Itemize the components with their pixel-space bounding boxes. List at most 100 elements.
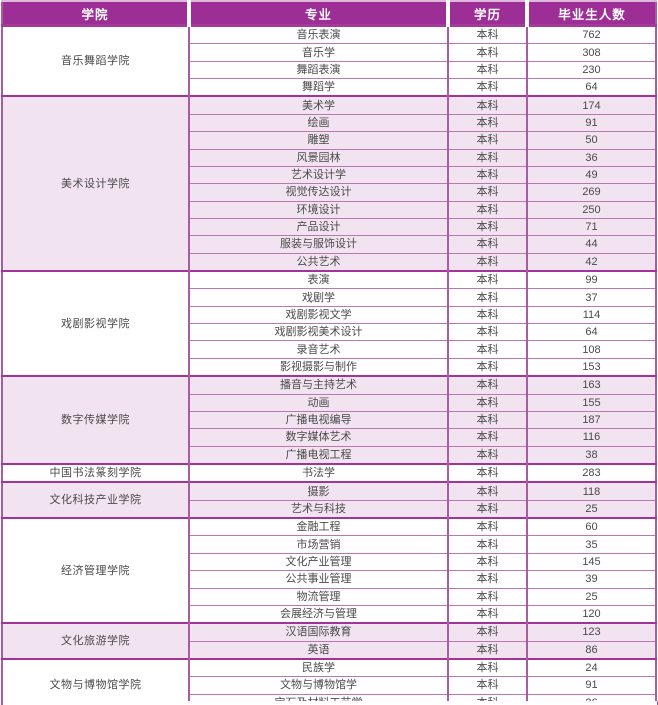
major-cell: 公共事业管理 xyxy=(188,570,448,588)
count-cell: 36 xyxy=(526,148,656,167)
degree-cell: 本科 xyxy=(447,305,527,324)
cropped-next-row xyxy=(1,701,658,705)
count-cell: 37 xyxy=(526,288,656,307)
count-cell: 120 xyxy=(526,604,656,624)
count-cell: 44 xyxy=(526,235,656,254)
major-cell: 书法学 xyxy=(188,462,448,483)
degree-cell: 本科 xyxy=(447,217,527,236)
count-cell: 50 xyxy=(526,131,656,150)
count-cell: 174 xyxy=(526,95,656,115)
major-cell: 艺术与科技 xyxy=(188,499,448,519)
degree-cell: 本科 xyxy=(447,183,527,202)
major-cell: 影视摄影与制作 xyxy=(188,357,448,377)
major-cell: 舞蹈表演 xyxy=(188,60,448,79)
table-header: 学院 专业 学历 毕业生人数 xyxy=(2,0,656,27)
college-cell: 音乐舞蹈学院 xyxy=(2,24,189,97)
major-cell: 物流管理 xyxy=(188,587,448,606)
table-row: 公共艺术 本科 42 xyxy=(2,252,656,272)
table-row: 艺术设计学 本科 49 xyxy=(2,165,656,184)
major-cell: 音乐学 xyxy=(188,43,448,62)
degree-cell: 本科 xyxy=(447,252,527,272)
degree-cell: 本科 xyxy=(447,517,527,536)
major-cell: 文物与博物馆学 xyxy=(188,676,448,695)
major-cell: 服装与服饰设计 xyxy=(188,235,448,254)
major-cell: 环境设计 xyxy=(188,200,448,219)
degree-cell: 本科 xyxy=(447,587,527,606)
college-cell: 数字传媒学院 xyxy=(2,375,189,464)
major-cell: 宝石及材料工艺学 xyxy=(188,693,448,705)
major-cell: 艺术设计学 xyxy=(188,165,448,184)
table-row: 数字传媒学院 播音与主持艺术 本科 163 xyxy=(2,375,656,464)
count-cell: 49 xyxy=(526,165,656,184)
table-row: 绘画 本科 91 xyxy=(2,113,656,132)
column-header-graduates: 毕业生人数 xyxy=(525,0,656,27)
major-cell: 戏剧学 xyxy=(188,288,448,307)
table-row: 动画 本科 155 xyxy=(2,393,656,412)
table-row: 会展经济与管理 本科 120 xyxy=(2,604,656,624)
count-cell: 60 xyxy=(526,517,656,536)
college-cell: 戏剧影视学院 xyxy=(2,270,189,377)
count-cell: 762 xyxy=(526,24,656,44)
table-row: 广播电视编导 本科 187 xyxy=(2,410,656,429)
major-cell: 绘画 xyxy=(188,113,448,132)
count-cell: 308 xyxy=(526,43,656,62)
count-cell: 26 xyxy=(526,693,656,705)
major-cell: 产品设计 xyxy=(188,217,448,236)
degree-cell: 本科 xyxy=(447,60,527,79)
major-cell: 表演 xyxy=(188,270,448,289)
major-cell: 摄影 xyxy=(188,481,448,501)
table-row: 文物与博物馆学 本科 91 xyxy=(2,676,656,695)
major-cell: 数字媒体艺术 xyxy=(188,428,448,447)
degree-cell: 本科 xyxy=(447,552,527,571)
major-cell: 会展经济与管理 xyxy=(188,604,448,624)
count-cell: 91 xyxy=(526,676,656,695)
degree-cell: 本科 xyxy=(447,131,527,150)
major-cell: 广播电视工程 xyxy=(188,445,448,464)
major-cell: 录音艺术 xyxy=(188,340,448,359)
major-cell: 民族学 xyxy=(188,657,448,677)
table-row: 宝石及材料工艺学本科26 xyxy=(2,693,656,705)
table-row: 录音艺术 本科 108 xyxy=(2,340,656,359)
table-row: 产品设计 本科 71 xyxy=(2,217,656,236)
table-row: 舞蹈学 本科 64 xyxy=(2,78,656,97)
count-cell: 25 xyxy=(526,587,656,606)
count-cell: 71 xyxy=(526,217,656,236)
count-cell: 35 xyxy=(526,535,656,554)
degree-cell: 本科 xyxy=(447,288,527,307)
degree-cell: 本科 xyxy=(447,235,527,254)
count-cell: 64 xyxy=(526,323,656,341)
major-cell: 金融工程 xyxy=(188,517,448,536)
count-cell: 42 xyxy=(526,252,656,272)
table-row: 中国书法篆刻学院 书法学 本科 283 xyxy=(2,462,656,483)
degree-cell: 本科 xyxy=(447,481,527,501)
degree-cell: 本科 xyxy=(447,693,527,705)
degree-cell: 本科 xyxy=(447,622,527,642)
count-cell: 116 xyxy=(526,428,656,447)
count-cell: 24 xyxy=(526,657,656,677)
table-row: 舞蹈表演 本科 230 xyxy=(2,60,656,79)
table-row: 视觉传达设计 本科 269 xyxy=(2,183,656,202)
degree-cell: 本科 xyxy=(447,604,527,624)
degree-cell: 本科 xyxy=(447,462,527,483)
table-row: 风景园林 本科 36 xyxy=(2,148,656,167)
degree-cell: 本科 xyxy=(447,43,527,62)
degree-cell: 本科 xyxy=(447,24,527,44)
count-cell: 230 xyxy=(526,60,656,79)
count-cell: 39 xyxy=(526,570,656,588)
count-cell: 91 xyxy=(526,113,656,132)
college-cell: 文化科技产业学院 xyxy=(2,481,189,519)
count-cell: 86 xyxy=(526,640,656,659)
count-cell: 250 xyxy=(526,200,656,219)
major-cell: 舞蹈学 xyxy=(188,78,448,97)
count-cell: 269 xyxy=(526,183,656,202)
degree-cell: 本科 xyxy=(447,393,527,412)
degree-cell: 本科 xyxy=(447,428,527,447)
table-row: 戏剧影视美术设计 本科 64 xyxy=(2,323,656,341)
column-header-major: 专业 xyxy=(187,0,448,27)
major-cell: 视觉传达设计 xyxy=(188,183,448,202)
major-cell: 汉语国际教育 xyxy=(188,622,448,642)
table-row: 市场营销 本科 35 xyxy=(2,535,656,554)
table-row: 数字媒体艺术 本科 116 xyxy=(2,428,656,447)
